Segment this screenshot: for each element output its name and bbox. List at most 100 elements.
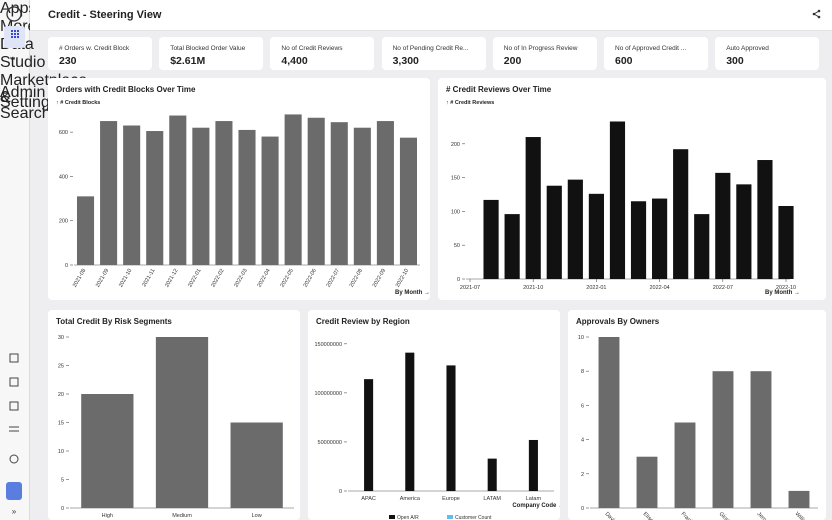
kpi-value: $2.61M (170, 55, 206, 67)
bar (330, 122, 348, 265)
y-tick-label: 8 (581, 369, 584, 375)
admin-icon[interactable] (9, 426, 19, 432)
top-bar: Credit - Steering View (30, 0, 832, 31)
y-tick-label: 0 (65, 263, 68, 269)
x-tick-label: 2022-10 (776, 285, 796, 291)
kpi-value: 230 (59, 55, 77, 67)
chart-title: # Credit Reviews Over Time (446, 85, 552, 94)
main: Credit - Steering View # Orders w. Credi… (30, 0, 832, 520)
chart-title: Credit Review by Region (316, 317, 410, 326)
x-tick-label: Latam (526, 496, 542, 502)
kpi-card: No of Pending Credit Re... 3,300 (381, 37, 486, 70)
bar (230, 422, 283, 508)
legend-swatch (389, 515, 395, 519)
kpi-value: 300 (726, 55, 744, 67)
x-tick-label: 2022-04 (650, 285, 670, 291)
bar (155, 337, 209, 508)
bar (376, 121, 394, 265)
x-tick-label: 2022-01 (187, 268, 202, 288)
bar (788, 490, 810, 508)
x-tick-label: 2021-12 (164, 268, 179, 288)
bar (364, 379, 374, 491)
bar (487, 458, 497, 491)
y-tick-label: 10 (58, 449, 64, 455)
chart: Approvals By Owners 0 2 4 6 8 10 David Bash Elis… (576, 317, 822, 520)
x-tick-label: 2022-05 (280, 268, 295, 288)
apps-icon[interactable] (11, 30, 19, 38)
studio-icon[interactable] (9, 377, 19, 387)
y-tick-label: 200 (59, 219, 68, 225)
x-tick-label: Europe (442, 496, 460, 502)
kpi-card: No of Approved Credit ... 600 (604, 37, 708, 70)
x-tick-label: 2022-04 (257, 268, 272, 288)
share-icon[interactable] (812, 9, 822, 19)
y-axis-label: ↑ # Credit Reviews (446, 100, 494, 106)
x-tick-label: 2021-07 (460, 285, 480, 291)
chart: # Credit Reviews Over Time ↑ # Credit Rev… (446, 85, 800, 296)
y-tick-label: 100 (451, 209, 460, 215)
more-icon[interactable] (10, 57, 18, 59)
bar (238, 129, 256, 265)
bar (567, 179, 583, 279)
marketplace-icon[interactable] (9, 401, 19, 411)
x-tick-label: Jerry Jones (756, 511, 781, 520)
y-tick-label: 6 (581, 403, 584, 409)
bar (778, 205, 794, 279)
kpi-label: No of In Progress Review (503, 45, 578, 52)
logo[interactable] (6, 6, 22, 22)
kpi-value: 4,400 (281, 55, 308, 67)
bar (609, 121, 626, 279)
bar (215, 121, 233, 265)
kpi-label: Total Blocked Order Value (170, 45, 246, 52)
x-tick-label: 2022-07 (713, 285, 733, 291)
x-tick-label: 2021-08 (72, 268, 87, 288)
x-tick-label: APAC (361, 496, 376, 502)
x-tick-label: 2022-03 (233, 268, 248, 288)
x-axis-label: By Month → (765, 290, 800, 296)
kpi-card: No of In Progress Review 200 (492, 37, 597, 70)
bar (261, 136, 279, 265)
x-tick-label: 2021-09 (95, 268, 110, 288)
bar (399, 137, 418, 265)
y-tick-label: 400 (59, 174, 68, 180)
bar (652, 198, 668, 279)
chart: Credit Review by Region 0 50000000 10000000… (314, 317, 560, 520)
kpi-value: 200 (503, 55, 522, 67)
y-tick-label: 10 (578, 335, 584, 341)
assistant-icon[interactable] (6, 482, 22, 500)
y-tick-label: 0 (581, 506, 584, 512)
x-tick-label: 2022-08 (349, 268, 364, 288)
kpi-value: 3,300 (392, 55, 419, 67)
y-tick-label: 25 (58, 364, 64, 370)
chart-title: Total Credit By Risk Segments (56, 317, 172, 326)
y-tick-label: 200 (451, 142, 460, 148)
x-tick-label: David Bash (604, 511, 628, 520)
bar (405, 352, 415, 491)
search-icon[interactable] (9, 454, 19, 464)
data-icon[interactable] (9, 353, 19, 363)
kpi-label: No of Approved Credit ... (615, 45, 687, 52)
chart: Total Credit By Risk Segments 0 5 10 15 20 25 3… (56, 317, 294, 519)
bar (504, 214, 520, 279)
bar (192, 127, 210, 265)
chart-panel: Credit Review by Region 0 50000000 10000000… (308, 310, 560, 520)
chart-title: Approvals By Owners (576, 317, 660, 326)
bar (528, 439, 538, 491)
kpi-label: No of Pending Credit Re... (392, 45, 469, 52)
kpi-label: # Orders w. Credit Block (59, 45, 130, 52)
y-tick-label: 0 (61, 506, 64, 512)
y-tick-label: 0 (457, 277, 460, 283)
x-tick-label: 2021-11 (141, 268, 156, 288)
bar (588, 193, 604, 279)
bar (673, 149, 689, 279)
y-tick-label: 0 (339, 489, 342, 495)
expand-icon[interactable]: » (12, 507, 17, 516)
x-axis-label: Company Code → (512, 503, 560, 509)
y-tick-label: 150 (451, 176, 460, 182)
chart-title: Orders with Credit Blocks Over Time (56, 85, 196, 94)
chart-panel: Orders with Credit Blocks Over Time ↑ # C… (48, 78, 430, 300)
bar (525, 137, 541, 279)
y-tick-label: 15 (58, 421, 64, 427)
kpi-card: Auto Approved 300 (715, 37, 820, 70)
